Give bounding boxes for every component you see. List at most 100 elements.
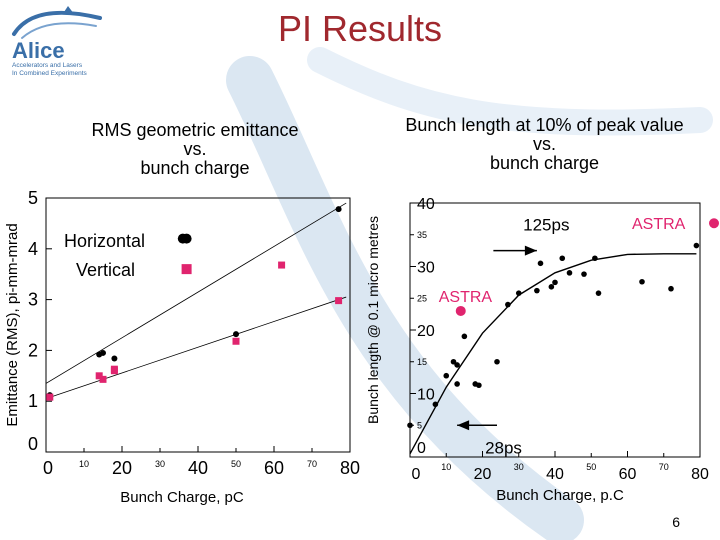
- astra-point: [709, 218, 719, 229]
- x-tick-label: 20: [112, 458, 132, 478]
- logo-tagline-1: Accelerators and Lasers: [12, 62, 83, 69]
- measured-point: [454, 362, 460, 368]
- horizontal-point: [335, 206, 342, 213]
- astra-point: [455, 305, 466, 316]
- measured-point: [592, 255, 598, 262]
- horizontal-point: [233, 331, 239, 338]
- logo-name: Alice: [12, 38, 65, 63]
- measured-point: [559, 255, 566, 262]
- left-caption-line-2: vs.: [183, 139, 207, 159]
- left-chart-caption: RMS geometric emittance vs. bunch charge: [50, 121, 340, 178]
- y-minor-tick-label: 5: [417, 420, 422, 430]
- y-tick-label: 30: [417, 260, 435, 277]
- y-tick-label: 40: [417, 196, 435, 213]
- vertical-point: [181, 264, 192, 275]
- x-axis-label: Bunch Charge, pC: [120, 489, 244, 506]
- x-tick-label: 0: [43, 458, 53, 478]
- measured-point: [552, 279, 558, 286]
- x-tick-label: 0: [412, 466, 421, 483]
- logo-swoosh-icon: [12, 6, 102, 39]
- measured-point: [537, 260, 544, 267]
- x-minor-tick-label: 30: [155, 459, 165, 469]
- swoosh-arc-large: [226, 56, 584, 540]
- annotation-arrow-head: [457, 420, 470, 431]
- measured-point: [505, 301, 511, 308]
- x-minor-tick-label: 70: [307, 459, 317, 469]
- x-minor-tick-label: 10: [79, 459, 89, 469]
- fit-line-vertical: [45, 296, 347, 400]
- x-tick-label: 40: [188, 458, 208, 478]
- y-tick-label: 1: [28, 391, 38, 411]
- slide-title: PI Results: [277, 8, 443, 49]
- measured-point: [432, 401, 439, 408]
- measured-point: [693, 242, 700, 249]
- horizontal-point: [181, 233, 192, 244]
- right-caption-line-2: vs.: [532, 134, 556, 154]
- y-minor-tick-label: 35: [417, 230, 427, 240]
- measured-point: [595, 290, 602, 296]
- vertical-point: [99, 375, 107, 383]
- x-minor-tick-label: 50: [586, 462, 596, 472]
- left-caption-line-3: bunch charge: [140, 158, 250, 178]
- y-tick-label: 2: [28, 340, 38, 360]
- y-tick-label: 5: [28, 188, 38, 208]
- vertical-point: [335, 297, 343, 305]
- x-minor-tick-label: 50: [231, 459, 241, 469]
- fit-line-horizontal: [45, 202, 347, 384]
- annotation-label: 28ps: [485, 438, 522, 457]
- measured-point: [443, 372, 450, 379]
- y-minor-tick-label: 25: [417, 293, 427, 303]
- page-number: 6: [672, 514, 680, 530]
- x-minor-tick-label: 70: [659, 462, 669, 472]
- horizontal-point: [111, 355, 118, 362]
- measured-point: [476, 382, 482, 389]
- measured-point: [581, 271, 587, 277]
- right-caption-line-3: bunch charge: [489, 153, 600, 173]
- y-tick-label: 4: [28, 239, 38, 259]
- y-tick-label: 10: [417, 387, 435, 404]
- horizontal-point: [100, 349, 106, 356]
- left-caption-line-1: RMS geometric emittance: [91, 120, 299, 140]
- annotation-arrow-head: [524, 245, 537, 256]
- measured-point: [450, 358, 457, 365]
- y-minor-tick-label: 15: [417, 357, 427, 367]
- measured-point: [494, 358, 500, 365]
- alice-logo: Alice Accelerators and Lasers In Combine…: [8, 4, 108, 84]
- right-chart-caption: Bunch length at 10% of peak value vs. bu…: [372, 116, 717, 173]
- y-tick-label: 0: [417, 440, 426, 457]
- measured-point: [639, 278, 645, 285]
- vertical-point: [95, 372, 103, 380]
- astra-label: ASTRA: [632, 216, 686, 233]
- measured-point: [534, 287, 540, 294]
- vertical-point: [46, 393, 54, 401]
- x-minor-tick-label: 30: [514, 462, 524, 472]
- x-tick-label: 80: [340, 458, 360, 478]
- measured-point: [548, 284, 555, 290]
- x-tick-label: 60: [264, 458, 284, 478]
- legend-horizontal-label: Horizontal: [64, 231, 145, 251]
- x-tick-label: 40: [546, 466, 564, 483]
- x-tick-label: 60: [619, 466, 637, 483]
- annotation-label: 125ps: [523, 216, 569, 235]
- x-axis-label: Bunch Charge, p.C: [496, 487, 624, 504]
- vertical-point: [232, 337, 240, 345]
- x-tick-label: 20: [474, 466, 492, 483]
- measured-point: [566, 270, 573, 276]
- measured-point: [515, 290, 522, 296]
- plot-frame: [409, 202, 701, 458]
- swoosh-arc-small: [307, 47, 713, 136]
- y-tick-label: 3: [28, 290, 38, 310]
- legend-vertical-label: Vertical: [76, 260, 135, 280]
- measured-point: [461, 333, 468, 340]
- bunch-length-chart: 0 10 20 30 40 5 15 25 35 0 20 40 60 80 10 30 50 70 Bunch C…: [365, 196, 719, 504]
- x-tick-label: 80: [691, 466, 709, 483]
- measured-point: [668, 285, 674, 292]
- y-axis-label: Emittance (RMS), pi-mm-mrad: [4, 223, 21, 426]
- vertical-point: [278, 261, 286, 269]
- y-tick-label: 20: [417, 323, 435, 340]
- measured-point: [454, 381, 460, 387]
- vertical-point: [110, 367, 118, 375]
